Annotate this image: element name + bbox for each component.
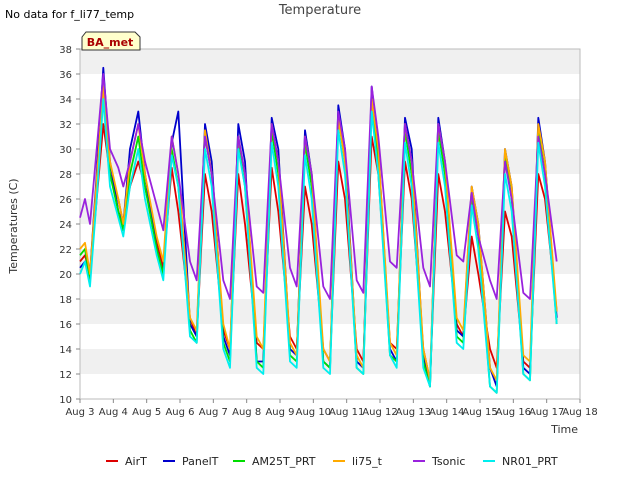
y-tick-label: 20 xyxy=(59,270,72,281)
legend-item: PanelT xyxy=(163,455,219,468)
grid-band xyxy=(80,374,580,399)
x-tick-label: Aug 16 xyxy=(496,407,531,418)
legend-item: NR01_PRT xyxy=(483,455,558,468)
legend-item: AM25T_PRT xyxy=(233,455,316,468)
y-tick-label: 38 xyxy=(59,45,72,56)
grid-band xyxy=(80,249,580,274)
y-axis: 10 12 14 16 18 20 22 24 26 28 30 32 34 36 38 xyxy=(59,45,80,406)
legend-label: Tsonic xyxy=(431,455,465,468)
legend-label: li75_t xyxy=(352,455,383,468)
y-tick-label: 30 xyxy=(59,145,72,156)
x-tick-label: Aug 12 xyxy=(362,407,397,418)
grid-band xyxy=(80,124,580,149)
y-tick-label: 32 xyxy=(59,120,72,131)
legend-label: NR01_PRT xyxy=(502,455,558,468)
x-tick-label: Aug 7 xyxy=(199,407,228,418)
x-tick-label: Aug 18 xyxy=(562,407,597,418)
x-tick-label: Aug 9 xyxy=(265,407,294,418)
x-tick-label: Aug 10 xyxy=(296,407,331,418)
grid-band xyxy=(80,199,580,224)
y-tick-label: 34 xyxy=(59,95,72,106)
legend-label: AM25T_PRT xyxy=(252,455,316,468)
x-tick-label: Aug 8 xyxy=(232,407,261,418)
grid-band xyxy=(80,74,580,99)
y-axis-label: Temperatures (C) xyxy=(7,178,20,274)
grid-band xyxy=(80,99,580,124)
x-tick-label: Aug 5 xyxy=(132,407,161,418)
x-tick-label: Aug 3 xyxy=(65,407,94,418)
x-tick-label: Aug 14 xyxy=(429,407,464,418)
grid-band xyxy=(80,149,580,174)
y-tick-label: 16 xyxy=(59,320,72,331)
y-tick-label: 26 xyxy=(59,195,72,206)
series-layer xyxy=(79,66,558,394)
legend-label: PanelT xyxy=(182,455,219,468)
legend-item: Tsonic xyxy=(413,455,465,468)
legend-item: AirT xyxy=(106,455,147,468)
grid-band xyxy=(80,49,580,74)
x-tick-label: Aug 4 xyxy=(99,407,128,418)
y-tick-label: 36 xyxy=(59,70,72,81)
y-tick-label: 14 xyxy=(59,345,72,356)
grid-band xyxy=(80,299,580,324)
series-line-nr01-prt xyxy=(79,98,558,394)
x-axis: Aug 3 Aug 4 Aug 5 Aug 6 Aug 7 Aug 8 Aug 9 Aug 1… xyxy=(65,399,598,418)
x-tick-label: Aug 17 xyxy=(529,407,564,418)
series-line-tsonic xyxy=(79,73,558,300)
x-axis-label: Time xyxy=(550,423,578,436)
x-tick-label: Aug 15 xyxy=(462,407,497,418)
site-badge: BA_met xyxy=(81,31,141,51)
y-tick-label: 28 xyxy=(59,170,72,181)
y-tick-label: 18 xyxy=(59,295,72,306)
y-tick-label: 24 xyxy=(59,220,72,231)
x-tick-label: Aug 11 xyxy=(329,407,364,418)
x-tick-label: Aug 13 xyxy=(396,407,431,418)
x-tick-label: Aug 6 xyxy=(165,407,194,418)
grid-band xyxy=(80,174,580,199)
legend-item: li75_t xyxy=(333,455,383,468)
legend: AirT PanelT AM25T_PRT li75_t Tsonic NR01_PRT xyxy=(106,455,558,468)
legend-label: AirT xyxy=(125,455,147,468)
site-badge-label: BA_met xyxy=(87,36,134,49)
y-tick-label: 12 xyxy=(59,370,72,381)
y-tick-label: 10 xyxy=(59,395,72,406)
y-tick-label: 22 xyxy=(59,245,72,256)
no-data-note: No data for f_li77_temp xyxy=(5,8,135,21)
chart-title: Temperature xyxy=(278,3,361,18)
